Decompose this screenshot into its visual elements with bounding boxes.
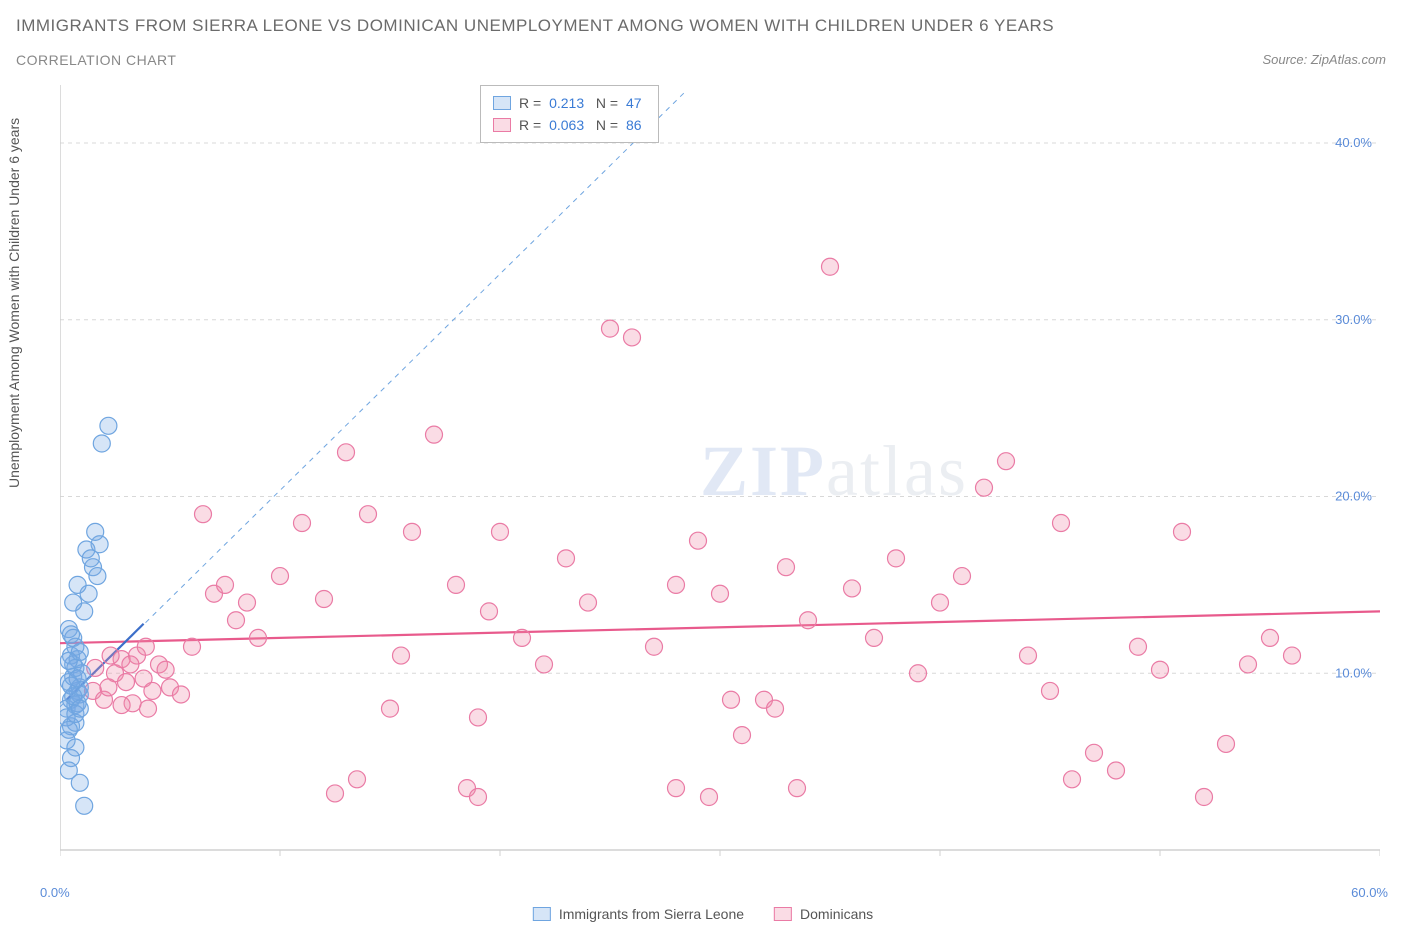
legend-swatch [774,907,792,921]
bottom-legend: Immigrants from Sierra Leone Dominicans [533,906,873,922]
bottom-legend-item: Dominicans [774,906,873,922]
svg-text:20.0%: 20.0% [1335,489,1372,504]
chart-subtitle: CORRELATION CHART [16,52,176,68]
bottom-legend-label: Dominicans [800,906,873,922]
bottom-legend-item: Immigrants from Sierra Leone [533,906,744,922]
legend-swatch [493,96,511,110]
legend-row: R = 0.213 N = 47 [493,92,646,114]
correlation-legend-box: R = 0.213 N = 47R = 0.063 N = 86 [480,85,659,143]
svg-text:40.0%: 40.0% [1335,135,1372,150]
bottom-legend-label: Immigrants from Sierra Leone [559,906,744,922]
legend-swatch [493,118,511,132]
y-axis-label: Unemployment Among Women with Children U… [6,118,22,488]
x-axis-max-label: 60.0% [1351,885,1388,900]
chart-title: IMMIGRANTS FROM SIERRA LEONE VS DOMINICA… [16,16,1054,36]
svg-text:10.0%: 10.0% [1335,665,1372,680]
legend-swatch [533,907,551,921]
legend-stats: R = 0.213 N = 47 [519,92,646,114]
x-axis-min-label: 0.0% [40,885,70,900]
legend-row: R = 0.063 N = 86 [493,114,646,136]
source-attribution: Source: ZipAtlas.com [1262,52,1386,67]
chart-area: 10.0% 20.0% 30.0% 40.0% [60,85,1380,880]
legend-stats: R = 0.063 N = 86 [519,114,646,136]
svg-text:30.0%: 30.0% [1335,312,1372,327]
scatter-plot-svg: 10.0% 20.0% 30.0% 40.0% [60,85,1380,880]
